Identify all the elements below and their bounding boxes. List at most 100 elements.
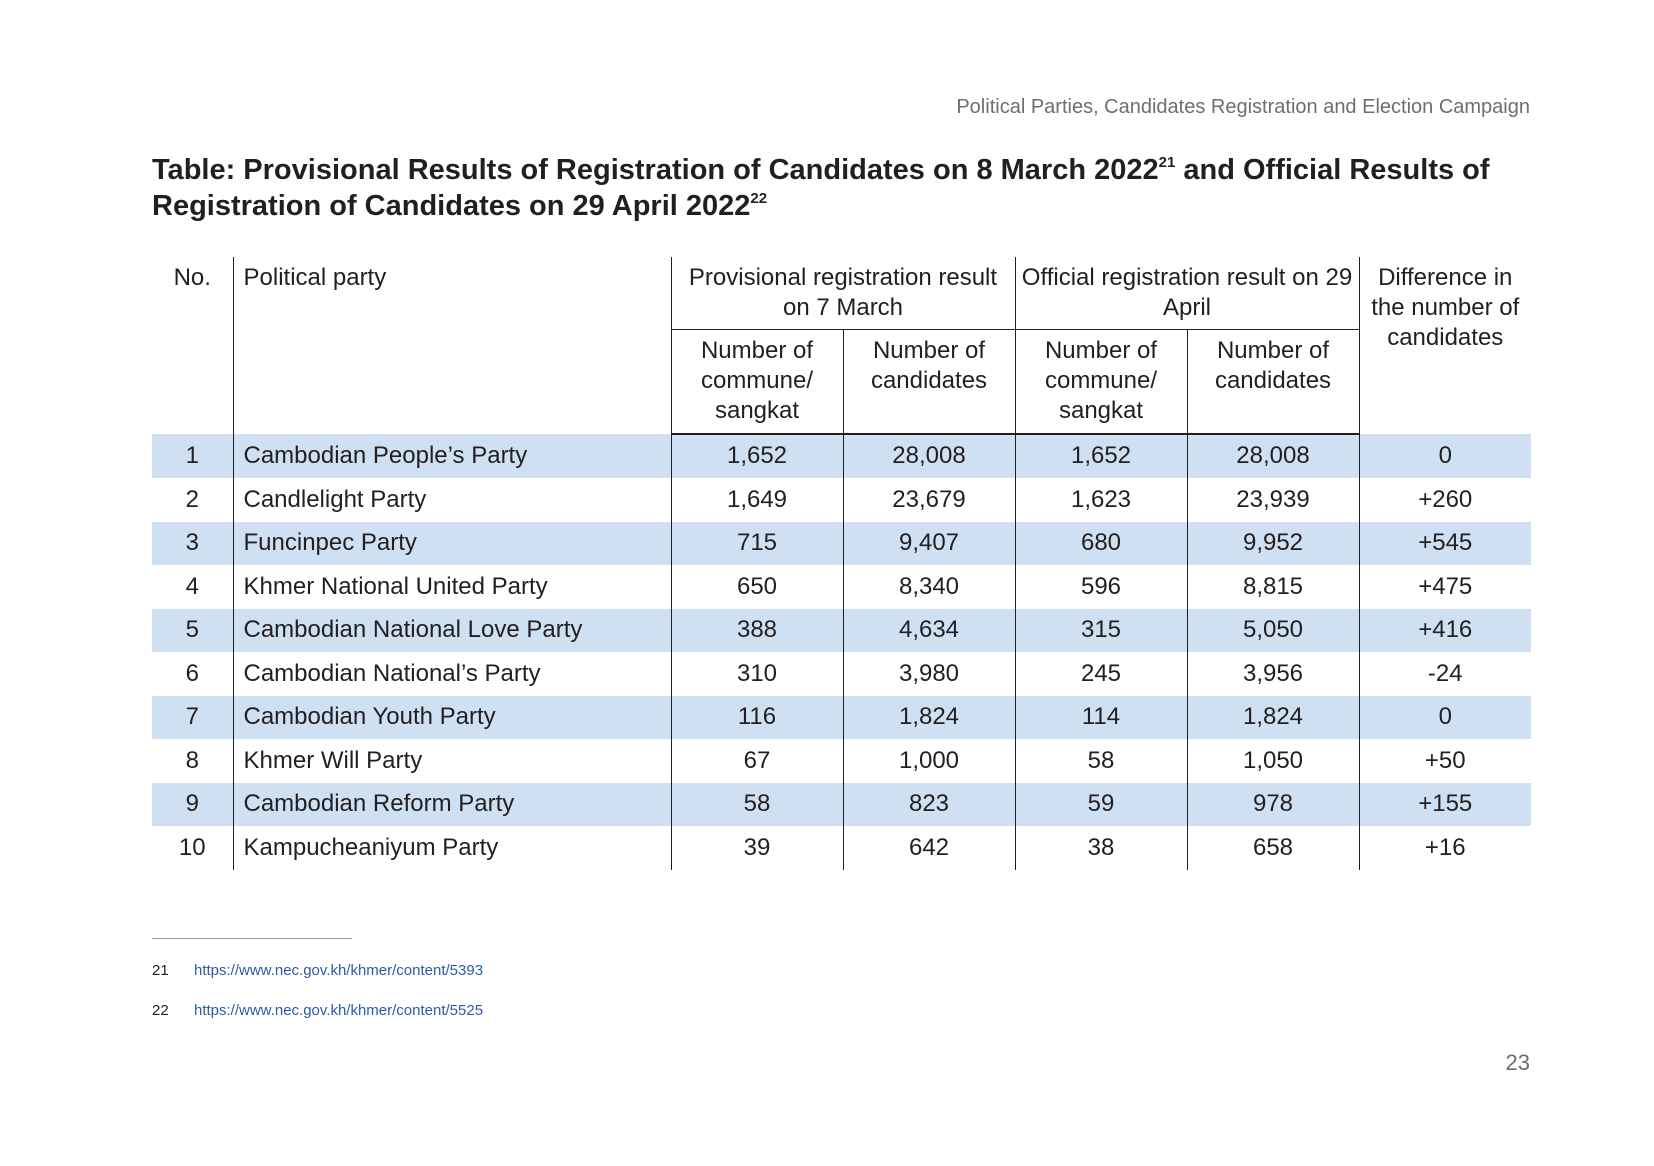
table-cell: 6 — [185, 659, 199, 687]
table-cell: 1,824 — [842, 695, 1015, 739]
subheader-cell: Number of candidates — [1186, 329, 1359, 435]
table-cell: Funcinpec Party — [232, 521, 671, 565]
table-cell: 3,980 — [842, 652, 1015, 696]
footnote-url: https://www.nec.gov.kh/khmer/content/552… — [194, 1002, 484, 1019]
table-cell: Kampucheaniyum Party — [232, 826, 671, 870]
table-cell: 8 — [185, 746, 199, 774]
table-row: 4 Khmer National United Party 650 8,340 596 8… — [152, 565, 1531, 609]
table-cell: 0 — [1358, 695, 1531, 739]
table-cell: +260 — [1358, 478, 1531, 522]
table-cell: Cambodian National’s Party — [232, 652, 671, 696]
footnote-ref: 22 — [750, 190, 768, 207]
table-cell: +416 — [1358, 608, 1531, 652]
table-cell: 8,340 — [842, 565, 1015, 609]
table-cell: 9 — [152, 782, 233, 826]
table-row: 1 Cambodian People’s Party 1,652 28,008 1,65… — [152, 433, 1531, 478]
subheader-cell: Number of candidates — [842, 329, 1015, 435]
table-cell: 59 — [1014, 782, 1187, 826]
table-cell: 978 — [1186, 782, 1359, 826]
footnote-url: https://www.nec.gov.kh/khmer/content/539… — [194, 962, 484, 979]
table-cell: 3 — [152, 521, 233, 565]
table-body: 1 Cambodian People’s Party 1,652 28,008 1,65… — [152, 433, 1531, 870]
table-cell: 245 — [1014, 652, 1187, 696]
table-cell: 1,623 — [1014, 478, 1187, 522]
footnote: 22 https://www.nec.gov.kh/khmer/content/5… — [152, 1002, 483, 1019]
table-cell: Cambodian People’s Party — [232, 433, 671, 478]
table-cell: Cambodian Reform Party — [232, 782, 671, 826]
table-row: 9 Cambodian Reform Party 58 823 59 978 +155 — [152, 782, 1531, 826]
table-cell: 7 — [152, 695, 233, 739]
table-cell: 39 — [670, 826, 843, 870]
table-cell: 5,050 — [1186, 608, 1359, 652]
table-cell: 23,939 — [1186, 478, 1359, 522]
header-cell: Official registration result on 29 April — [1014, 257, 1359, 330]
table-cell: 4,634 — [842, 608, 1015, 652]
table-cell: 823 — [842, 782, 1015, 826]
subheader-cell: Number of commune/ sangkat — [1014, 329, 1187, 435]
table-cell: 0 — [1358, 433, 1531, 478]
header-cell: Political party — [232, 257, 671, 434]
table-cell: +475 — [1358, 565, 1531, 609]
table-cell: 28,008 — [1186, 433, 1359, 478]
table-title: Table: Provisional Results of Registrati… — [152, 152, 1532, 224]
table-cell: 58 — [670, 782, 843, 826]
table-cell: 680 — [1014, 521, 1187, 565]
table-cell: Candlelight Party — [232, 478, 671, 522]
table-cell: 658 — [1186, 826, 1359, 870]
subheader-cell: Number of commune/ sangkat — [670, 329, 843, 435]
title-text: and Official Results of Registration of … — [152, 154, 1490, 222]
table-cell: 116 — [670, 695, 843, 739]
table-cell: 2 — [185, 485, 199, 513]
page-number: 23 — [1505, 1050, 1530, 1075]
table-cell: 1,652 — [670, 433, 843, 478]
header-cell: Provisional registration result on 7 Mar… — [670, 257, 1015, 330]
table-cell: 5 — [152, 608, 233, 652]
footnote-number: 22 — [152, 1002, 169, 1019]
table-row: 6 Cambodian National’s Party 310 3,980 245 3,… — [152, 652, 1531, 696]
table-cell: -24 — [1358, 652, 1531, 696]
table-row: 8 Khmer Will Party 67 1,000 58 1,050 +50 — [152, 739, 1531, 783]
running-title: Political Parties, Candidates Registrati… — [956, 96, 1530, 118]
table-cell: Cambodian National Love Party — [232, 608, 671, 652]
table-cell: 1,050 — [1186, 739, 1359, 783]
table-cell: 310 — [670, 652, 843, 696]
table-cell: 9,952 — [1186, 521, 1359, 565]
table-cell: 10 — [178, 833, 206, 861]
table-cell: 1,649 — [670, 478, 843, 522]
table-cell: +16 — [1358, 826, 1531, 870]
table-cell: 3,956 — [1186, 652, 1359, 696]
table-cell: 23,679 — [842, 478, 1015, 522]
table-row: 5 Cambodian National Love Party 388 4,634 31… — [152, 608, 1531, 652]
table-row: 3 Funcinpec Party 715 9,407 680 9,952 +545 — [152, 521, 1531, 565]
table-row: 10 Kampucheaniyum Party 39 642 38 658 +16 — [152, 826, 1531, 870]
table-cell: +155 — [1358, 782, 1531, 826]
table-cell: Cambodian Youth Party — [232, 695, 671, 739]
table-cell: 1,652 — [1014, 433, 1187, 478]
header-cell: No. — [173, 264, 211, 291]
table-cell: +545 — [1358, 521, 1531, 565]
table-cell: 58 — [1014, 739, 1187, 783]
table-row: 7 Cambodian Youth Party 116 1,824 114 1,824 0 — [152, 695, 1531, 739]
table-cell: 9,407 — [842, 521, 1015, 565]
table-cell: Khmer Will Party — [232, 739, 671, 783]
footnote: 21 https://www.nec.gov.kh/khmer/content/5… — [152, 962, 483, 979]
table-cell: 4 — [185, 572, 199, 600]
header-cell: Difference in the number of candidates — [1358, 257, 1531, 434]
table-cell: 28,008 — [842, 433, 1015, 478]
footnote-ref: 21 — [1158, 154, 1176, 171]
table-cell: 596 — [1014, 565, 1187, 609]
table-cell: 642 — [842, 826, 1015, 870]
table-cell: 8,815 — [1186, 565, 1359, 609]
footnote-number: 21 — [152, 962, 169, 979]
table-cell: 1,824 — [1186, 695, 1359, 739]
table-cell: 388 — [670, 608, 843, 652]
title-text: Table: Provisional Results of Registrati… — [152, 154, 1159, 186]
table-cell: +50 — [1358, 739, 1531, 783]
table-cell: 114 — [1014, 695, 1187, 739]
table-row: 2 Candlelight Party 1,649 23,679 1,623 23,939… — [152, 478, 1531, 522]
table-cell: 1 — [152, 433, 233, 478]
table-cell: 650 — [670, 565, 843, 609]
table-cell: 38 — [1014, 826, 1187, 870]
table-cell: Khmer National United Party — [232, 565, 671, 609]
